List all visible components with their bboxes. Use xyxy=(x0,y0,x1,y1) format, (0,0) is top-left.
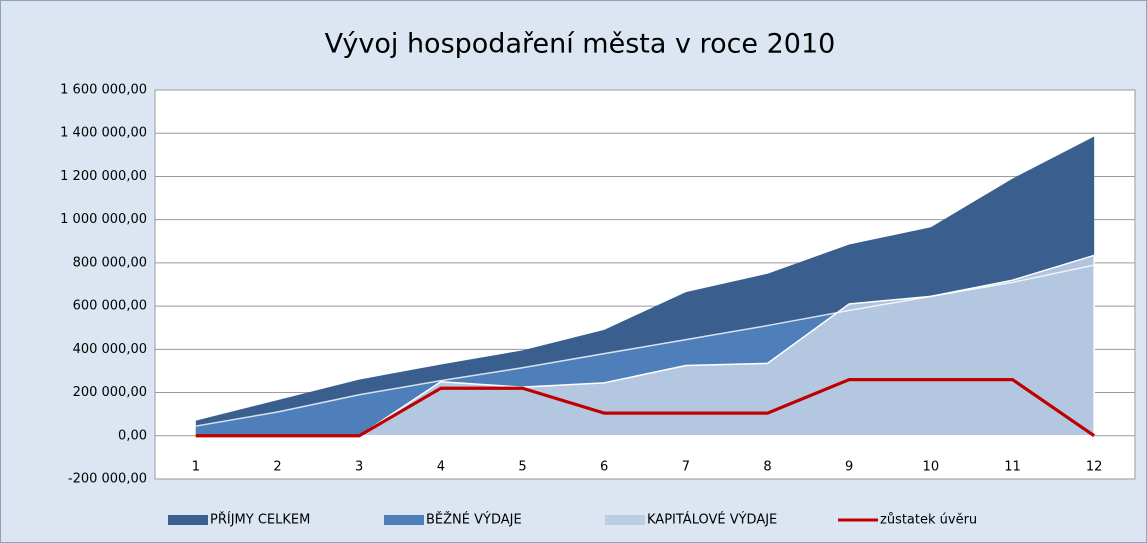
y-tick-label: 1 200 000,00 xyxy=(60,169,147,184)
y-tick-label: 200 000,00 xyxy=(73,385,147,400)
x-tick-label: 10 xyxy=(923,460,940,475)
y-tick-label: 1 000 000,00 xyxy=(60,212,147,227)
x-tick-label: 9 xyxy=(845,460,853,475)
x-tick-label: 3 xyxy=(355,460,363,475)
legend-label: KAPITÁLOVÉ VÝDAJE xyxy=(647,512,777,528)
y-tick-label: 600 000,00 xyxy=(73,299,147,314)
y-tick-label: 1 600 000,00 xyxy=(60,83,147,98)
legend-swatch xyxy=(384,515,424,525)
x-tick-label: 4 xyxy=(437,460,445,475)
x-tick-label: 1 xyxy=(192,460,200,475)
y-tick-label: 1 400 000,00 xyxy=(60,126,147,141)
y-tick-label: 800 000,00 xyxy=(73,255,147,270)
x-tick-label: 2 xyxy=(273,460,281,475)
x-tick-label: 5 xyxy=(518,460,526,475)
legend-label: zůstatek úvěru xyxy=(880,513,977,528)
x-tick-label: 11 xyxy=(1004,460,1021,475)
legend-swatch xyxy=(168,515,208,525)
x-tick-label: 8 xyxy=(763,460,771,475)
x-tick-label: 6 xyxy=(600,460,608,475)
legend-label: PŘÍJMY CELKEM xyxy=(210,512,310,528)
y-tick-label: 400 000,00 xyxy=(73,342,147,357)
area-edge xyxy=(195,264,1095,427)
chart-title: Vývoj hospodaření města v roce 2010 xyxy=(325,29,836,60)
y-tick-label: 0,00 xyxy=(118,428,147,443)
legend-swatch xyxy=(605,515,645,525)
line xyxy=(195,378,1096,438)
x-tick-label: 7 xyxy=(682,460,690,475)
x-tick-label: 12 xyxy=(1086,460,1103,475)
legend-label: BĚŽNÉ VÝDAJE xyxy=(426,512,522,528)
y-tick-label: -200 000,00 xyxy=(68,472,147,487)
